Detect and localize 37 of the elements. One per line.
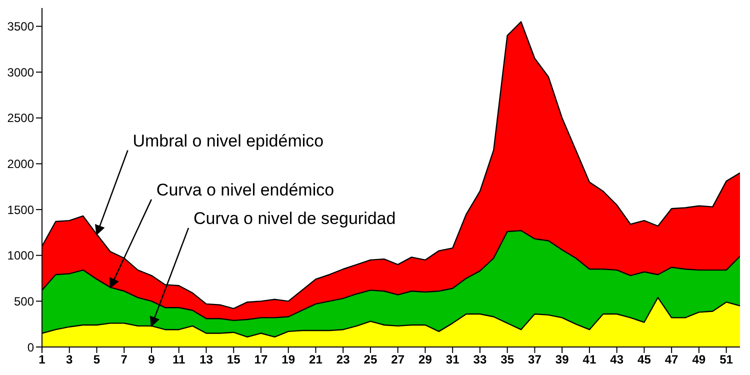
x-tick-label: 1 (38, 352, 46, 367)
x-tick-label: 35 (500, 352, 514, 367)
x-tick-label: 27 (391, 352, 405, 367)
y-tick-label: 2000 (7, 157, 34, 172)
x-tick-label: 5 (93, 352, 100, 367)
x-tick-label: 11 (172, 352, 186, 367)
x-tick-label: 15 (226, 352, 241, 367)
x-tick-label: 37 (528, 352, 542, 367)
x-tick-label: 45 (638, 352, 652, 367)
x-tick-label: 23 (336, 352, 350, 367)
x-tick-label: 13 (200, 352, 214, 367)
x-tick-label: 31 (446, 352, 460, 367)
y-tick-label: 3500 (7, 20, 34, 34)
x-tick-label: 47 (664, 352, 679, 367)
x-tick-label: 7 (120, 352, 128, 367)
y-tick-label: 2500 (7, 111, 34, 126)
y-tick-label: 500 (14, 294, 34, 308)
annotation: Curva o nivel de seguridad (193, 208, 396, 228)
y-tick-label: 0 (27, 340, 34, 354)
x-tick-label: 21 (309, 352, 323, 367)
x-tick-label: 49 (692, 352, 706, 367)
x-tick-label: 51 (720, 352, 734, 367)
x-tick-label: 29 (418, 352, 432, 367)
x-tick-label: 19 (282, 352, 296, 367)
x-tick-label: 9 (148, 352, 156, 367)
x-tick-label: 39 (555, 352, 570, 367)
x-tick-label: 17 (254, 352, 268, 367)
x-tick-label: 25 (364, 352, 378, 367)
annotation: Curva o nivel endémico (156, 180, 334, 200)
x-tick-label: 33 (473, 352, 487, 367)
x-tick-label: 41 (582, 352, 596, 367)
y-tick-label: 1500 (7, 202, 34, 217)
y-tick-label: 3000 (7, 65, 34, 80)
x-tick-label: 43 (610, 352, 624, 367)
y-tick-label: 1000 (7, 248, 34, 263)
annotation: Umbral o nivel epidémico (132, 131, 324, 150)
x-tick-label: 3 (66, 352, 74, 367)
